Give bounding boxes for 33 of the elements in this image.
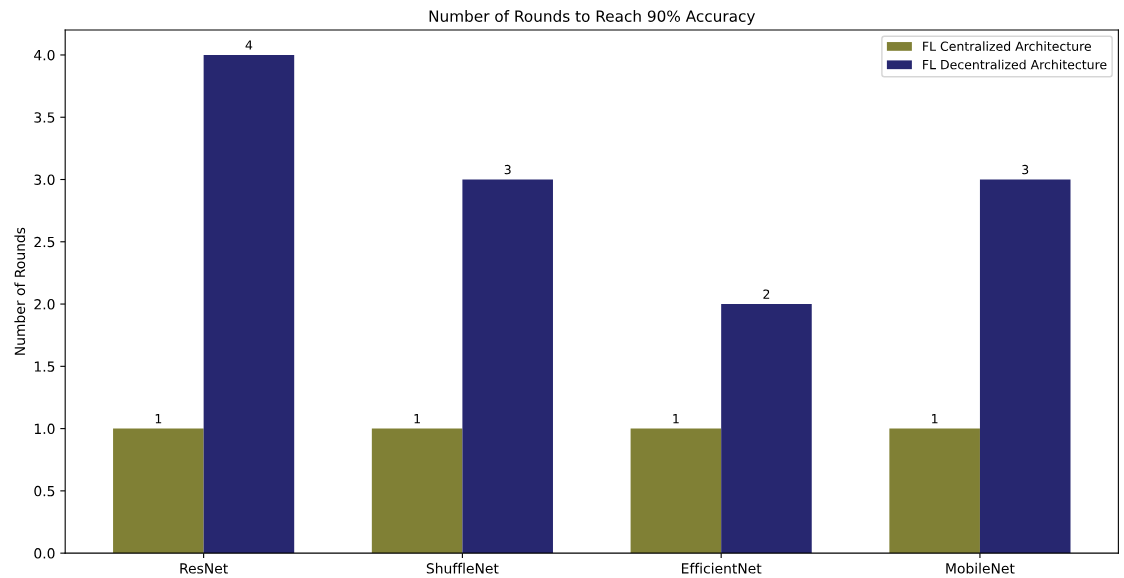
y-tick-label: 3.0	[34, 174, 55, 185]
y-axis-title: Number of Rounds	[14, 227, 26, 355]
data-label: 1	[932, 414, 938, 424]
bar	[113, 428, 204, 554]
chart-title: Number of Rounds to Reach 90% Accuracy	[429, 10, 756, 25]
data-label: 2	[763, 289, 770, 299]
y-tick-label: 0.5	[34, 485, 55, 497]
x-tick-label: ResNet	[180, 563, 228, 574]
y-tick-label: 0.0	[34, 548, 55, 559]
bar	[371, 428, 463, 554]
y-tick-label: 2.5	[34, 236, 55, 248]
x-tick-label: EfficientNet	[681, 562, 762, 574]
data-label: 1	[673, 414, 679, 424]
y-tick-label: 3.5	[34, 112, 55, 123]
data-label: 3	[1022, 164, 1029, 175]
legend-label: FL Decentralized Architecture	[923, 59, 1107, 70]
data-label: 4	[245, 40, 253, 50]
x-tick-label: MobileNet	[946, 562, 1015, 574]
bar	[203, 54, 295, 554]
y-tick-label: 2.0	[34, 299, 55, 310]
bar	[630, 428, 722, 554]
bar	[889, 428, 980, 554]
data-label: 1	[414, 414, 420, 424]
data-label: 1	[155, 414, 162, 424]
data-label: 3	[504, 164, 511, 175]
legend-label: FL Centralized Architecture	[923, 41, 1092, 51]
bar	[462, 179, 553, 554]
bar	[979, 179, 1071, 554]
y-tick-label: 1.5	[34, 361, 55, 372]
y-tick-label: 4.0	[34, 49, 55, 61]
bar	[721, 304, 812, 554]
x-tick-label: ShuffleNet	[426, 562, 499, 574]
y-tick-label: 1.0	[34, 423, 55, 435]
